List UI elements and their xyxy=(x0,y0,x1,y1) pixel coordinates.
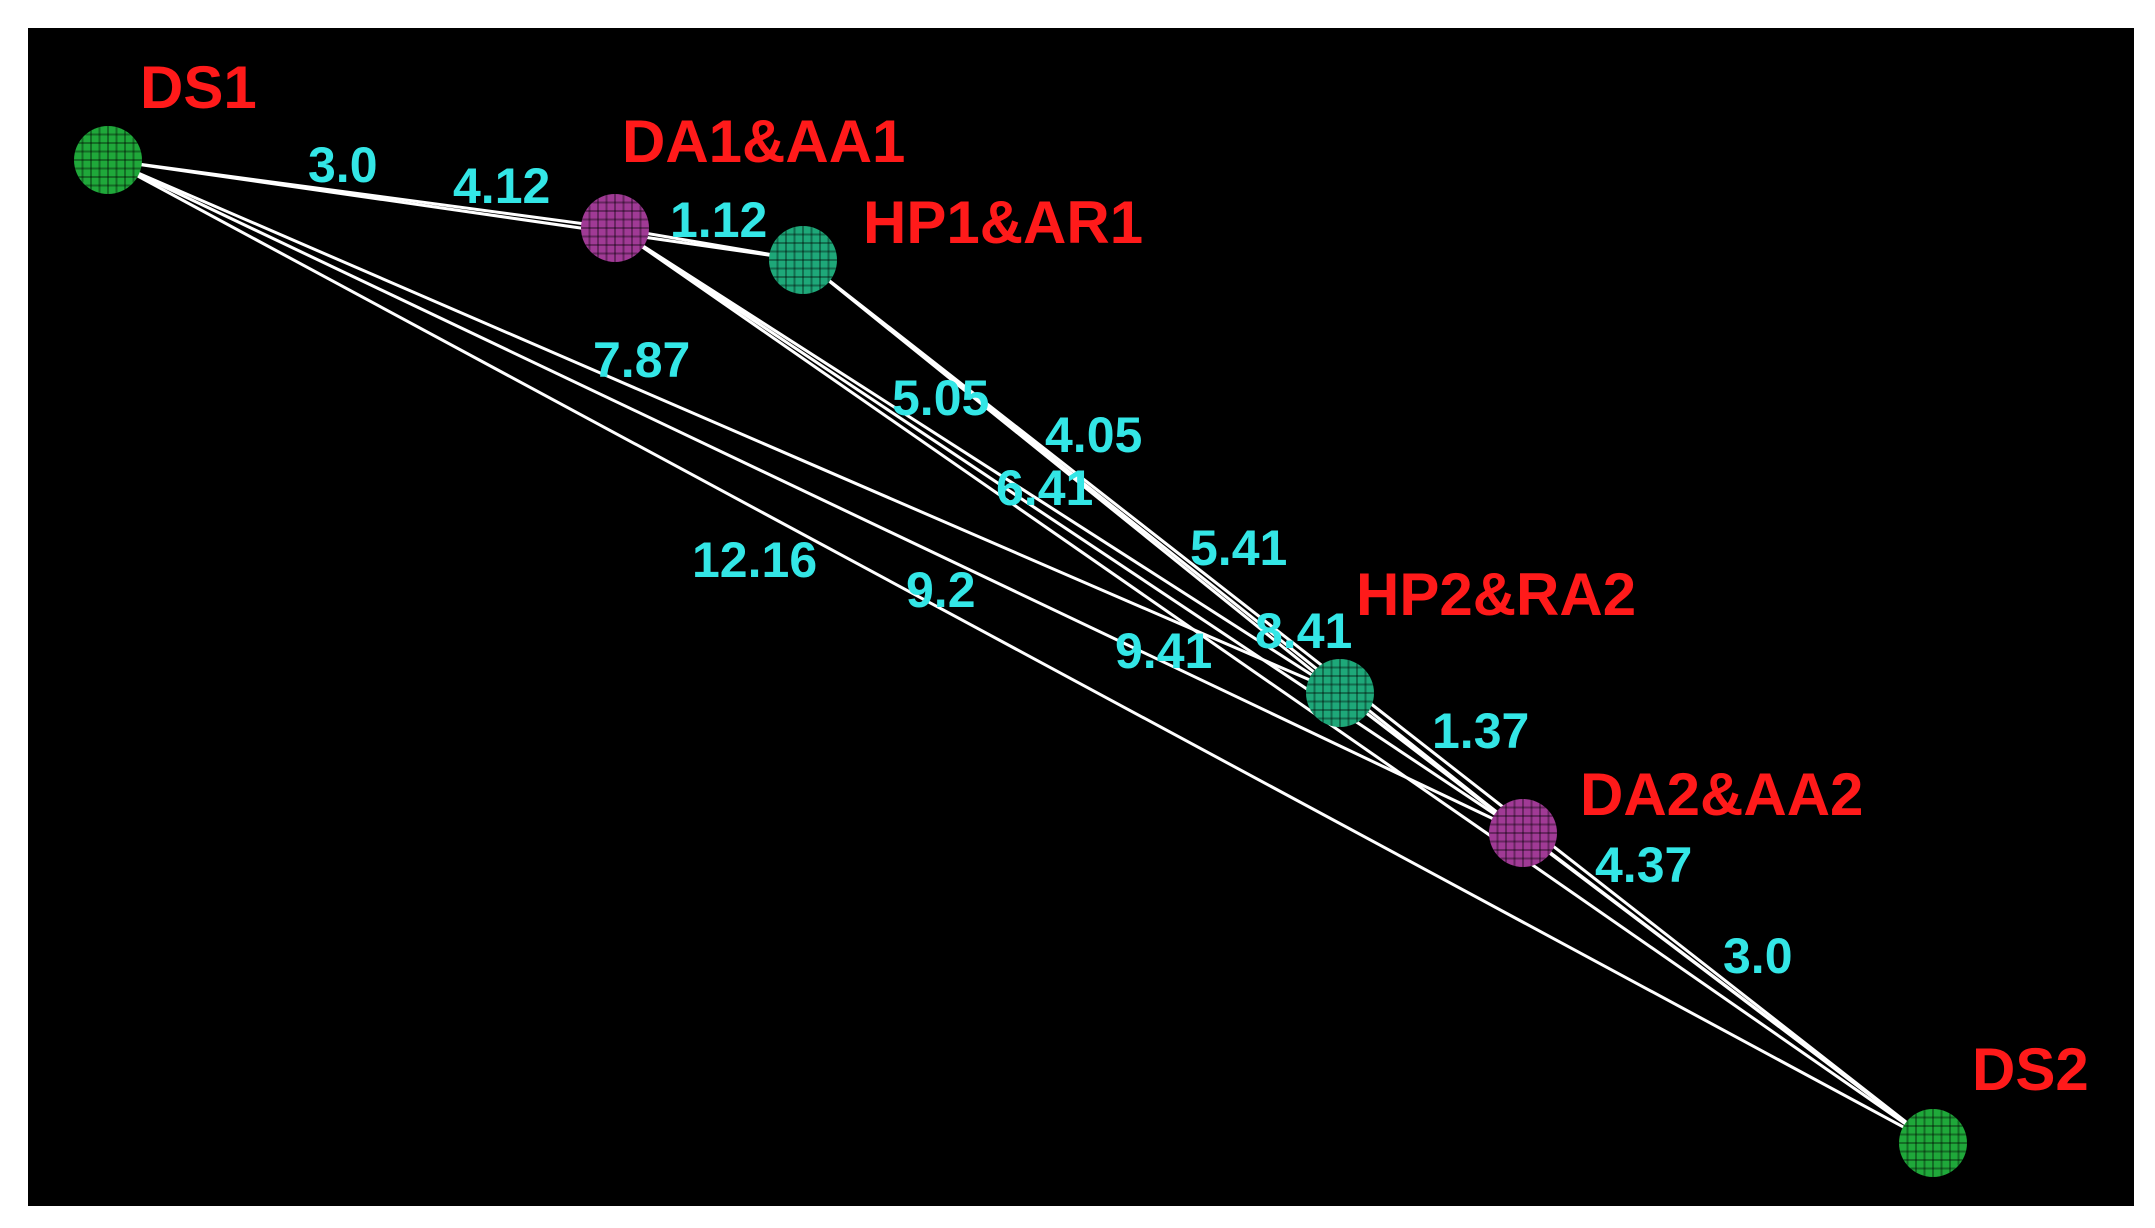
node-sphere xyxy=(769,226,837,294)
distance-label: 5.05 xyxy=(892,370,989,426)
node-label-da2aa2: DA2&AA2 xyxy=(1580,761,1863,828)
node-hp1ar1 xyxy=(769,226,837,294)
edge-ds1-hp2ra2 xyxy=(107,158,1341,695)
distance-label: 4.12 xyxy=(453,158,550,214)
distance-label: 9.2 xyxy=(906,562,976,618)
node-sphere xyxy=(1306,659,1374,727)
node-da2aa2 xyxy=(1489,799,1557,867)
feature-nodes xyxy=(74,126,1967,1177)
node-ds2 xyxy=(1899,1109,1967,1177)
node-sphere xyxy=(1899,1109,1967,1177)
distance-label: 1.37 xyxy=(1432,703,1529,759)
node-sphere xyxy=(74,126,142,194)
node-label-ds1: DS1 xyxy=(140,54,257,121)
distance-label: 8.41 xyxy=(1255,603,1352,659)
distance-label: 6.41 xyxy=(996,460,1093,516)
distance-label: 3.0 xyxy=(308,137,378,193)
distance-labels: 3.0 4.12 1.12 7.87 5.05 4.056.41 5.41 12.16 9.2 9… xyxy=(308,137,1793,984)
distance-label: 4.37 xyxy=(1595,837,1692,893)
diagram-background xyxy=(28,28,2134,1206)
node-sphere xyxy=(581,194,649,262)
edge-ds1-da2aa2 xyxy=(107,158,1524,835)
node-sphere xyxy=(1489,799,1557,867)
distance-label: 4.05 xyxy=(1045,407,1142,463)
edge-ds1-hp1ar1 xyxy=(107,158,804,262)
distance-label: 9.41 xyxy=(1115,623,1212,679)
node-ds1 xyxy=(74,126,142,194)
edge-da1aa1-ds2 xyxy=(614,226,1934,1145)
edge-da1aa1-da2aa2 xyxy=(614,226,1524,835)
distance-label: 12.16 xyxy=(692,532,817,588)
distance-label: 1.12 xyxy=(670,192,767,248)
edge-da2aa2-ds2 xyxy=(1522,831,1934,1145)
node-label-ds2: DS2 xyxy=(1972,1036,2089,1103)
node-label-hp2ra2: HP2&RA2 xyxy=(1356,561,1636,628)
node-hp2ra2 xyxy=(1306,659,1374,727)
node-da1aa1 xyxy=(581,194,649,262)
node-labels: DS1 DA1&AA1 HP1&AR1 HP2&RA2 DA2&AA2 DS2 xyxy=(140,54,2089,1103)
node-label-hp1ar1: HP1&AR1 xyxy=(863,189,1143,256)
edge-da1aa1-hp2ra2 xyxy=(614,226,1341,695)
distance-label: 7.87 xyxy=(593,332,690,388)
distance-label: 3.0 xyxy=(1723,928,1793,984)
node-label-da1aa1: DA1&AA1 xyxy=(622,108,905,175)
distance-label: 5.41 xyxy=(1190,520,1287,576)
edge-ds1-ds2 xyxy=(107,158,1934,1145)
